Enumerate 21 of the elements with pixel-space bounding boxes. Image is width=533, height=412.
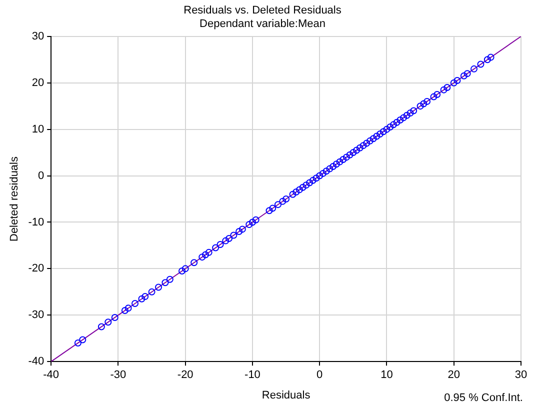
y-tick-label: 10 <box>32 123 44 136</box>
x-tick-label: -30 <box>110 369 126 382</box>
y-tick-label: 20 <box>32 76 44 89</box>
x-tick-label: -10 <box>244 369 260 382</box>
x-tick-label: 20 <box>448 369 460 382</box>
y-tick-label: -20 <box>28 262 44 275</box>
y-tick-label: -30 <box>28 309 44 322</box>
x-tick-label: -20 <box>177 369 194 382</box>
chart-subtitle: Dependant variable:Mean <box>200 18 326 30</box>
text: 0.95 % Conf.Int. <box>444 392 523 404</box>
x-axis-title: Residuals <box>262 389 311 402</box>
y-tick-label: -40 <box>28 356 44 368</box>
y-tick-label: 30 <box>32 30 44 42</box>
x-tick-label: 30 <box>514 369 528 382</box>
x-tick-label: 10 <box>380 369 393 382</box>
y-tick-label: -10 <box>28 216 44 228</box>
chart-title: Residuals vs. Deleted Residuals <box>184 4 342 17</box>
x-tick-label: -40 <box>43 369 60 382</box>
y-tick-label: 0 <box>38 170 44 182</box>
y-axis-title: Deleted residuals <box>8 156 21 242</box>
x-tick-label: 0 <box>316 369 323 382</box>
